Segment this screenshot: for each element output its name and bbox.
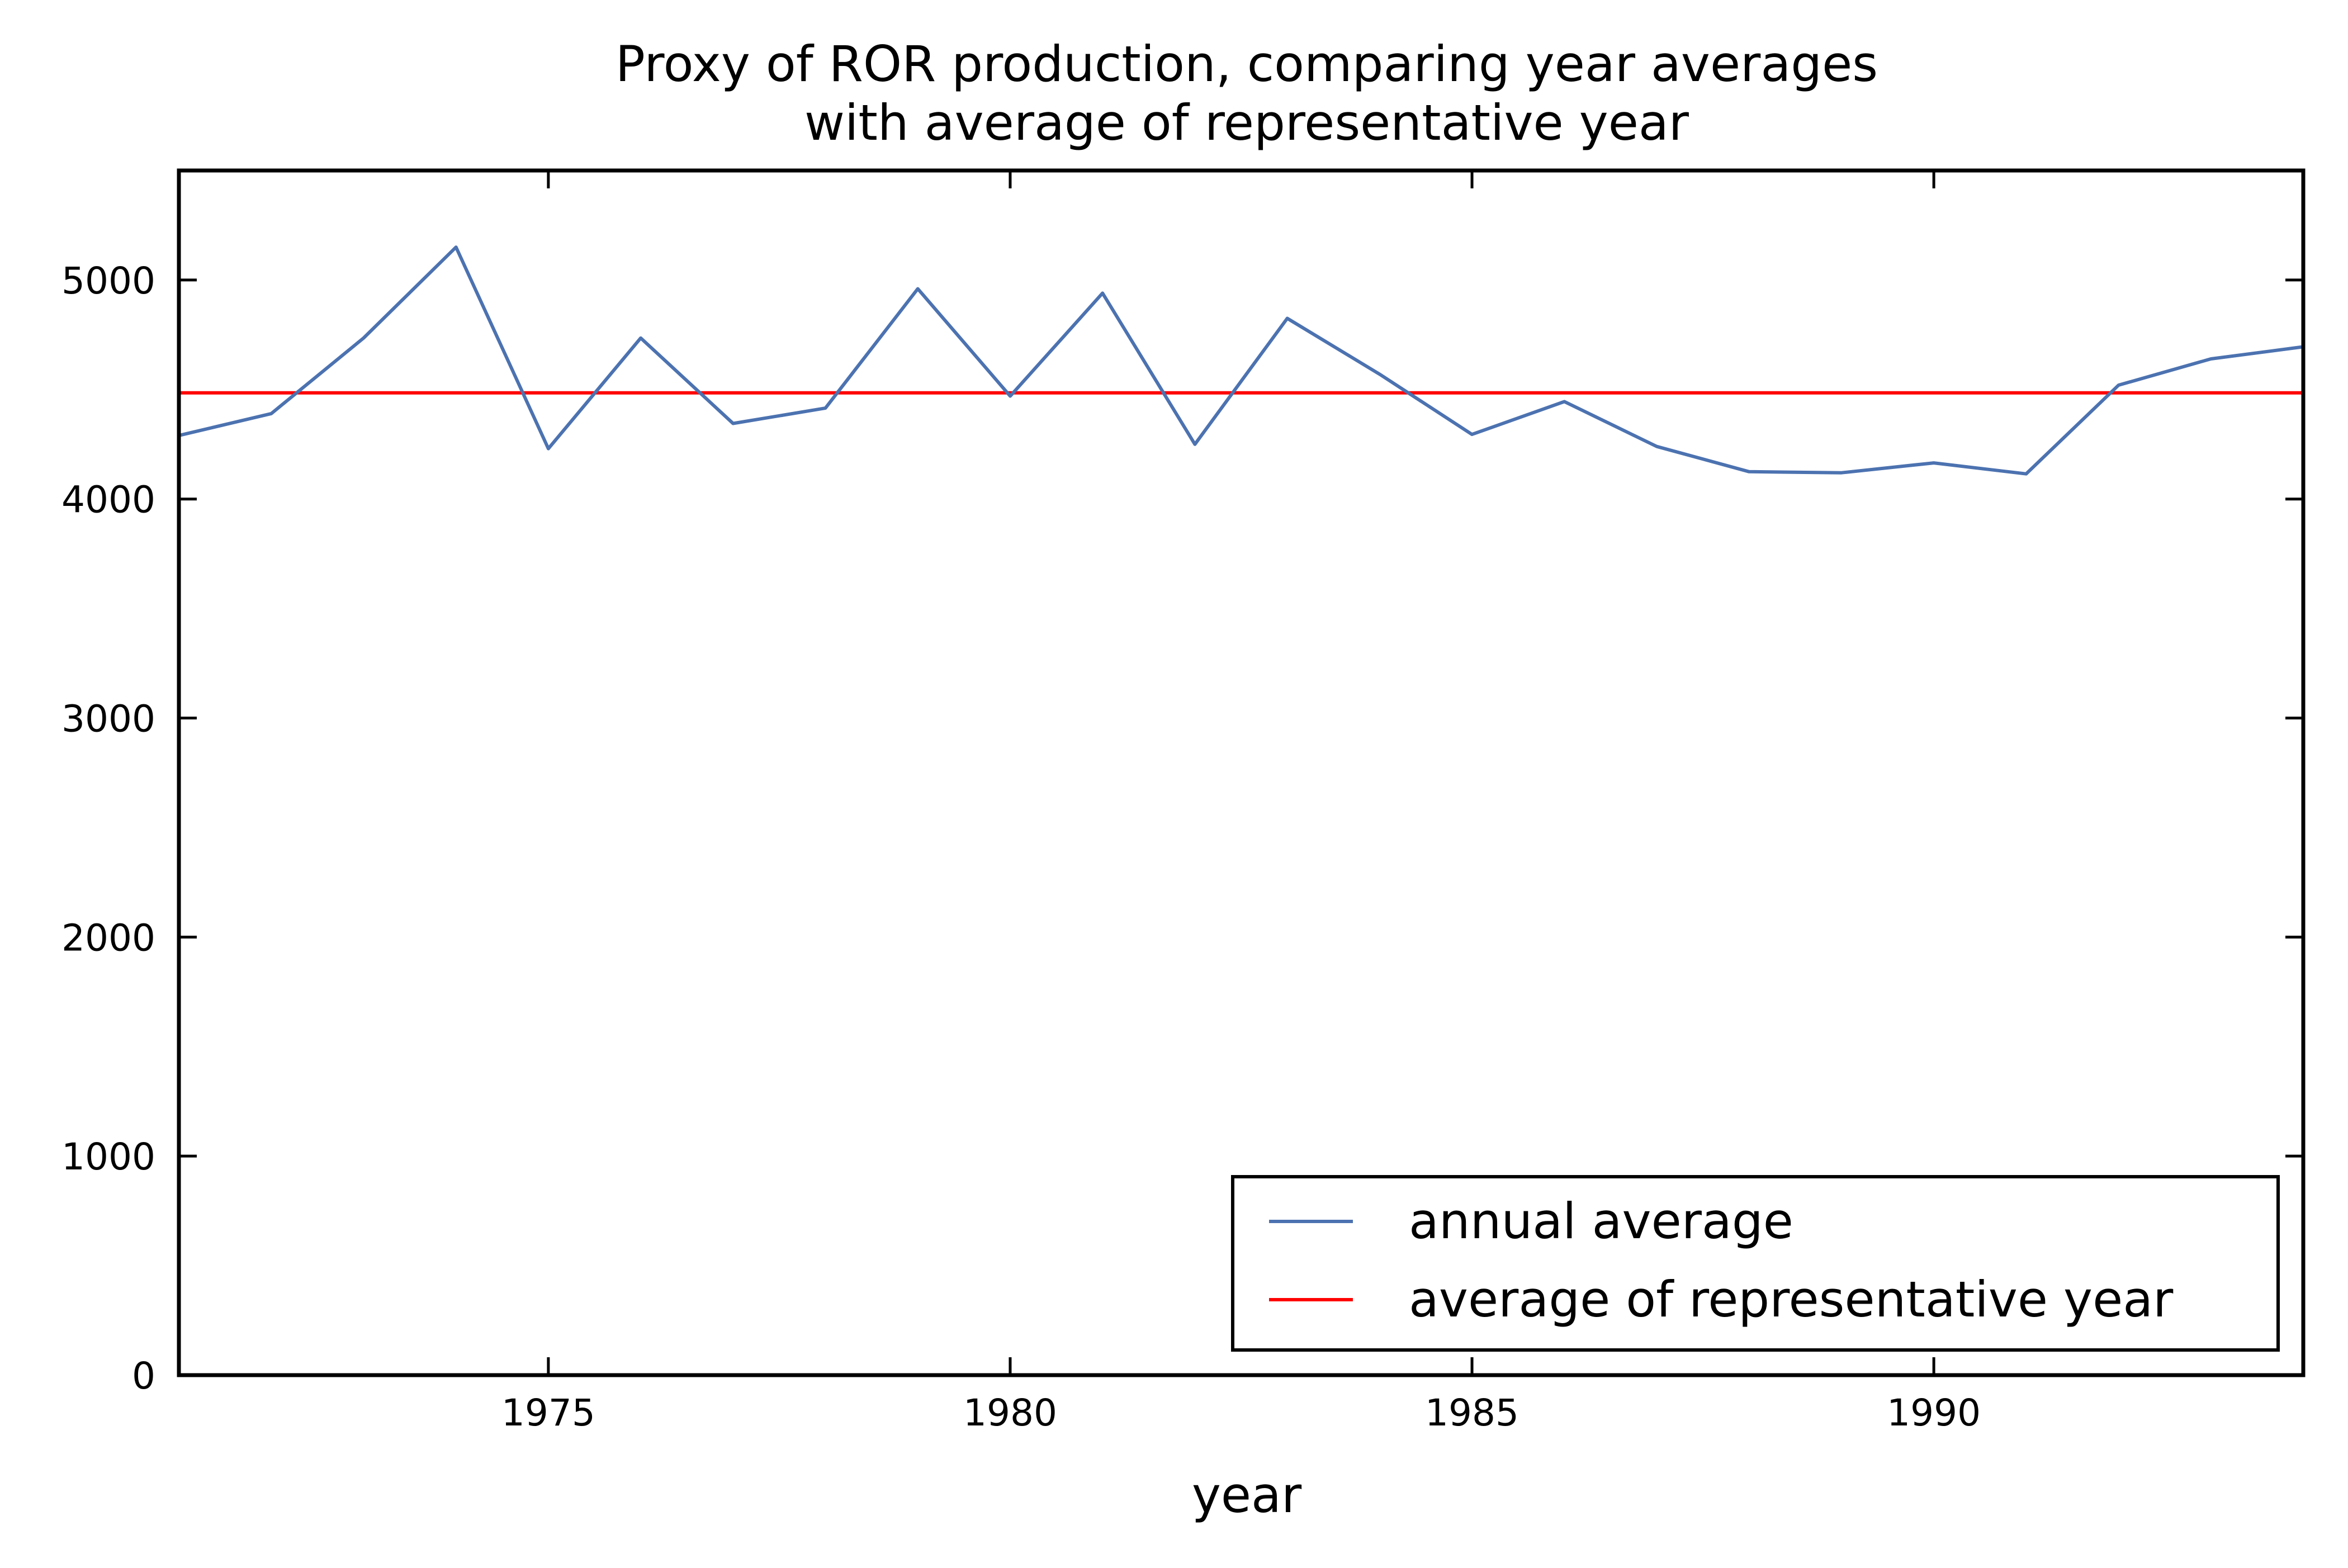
y-tick-label-1000: 1000 [61,1135,155,1178]
annual-average-point-1973 [362,337,364,339]
annual-average-point-1991 [2025,473,2027,475]
annual-average-point-1979 [917,288,919,290]
annual-average-line [178,245,2304,476]
annual-average-point-1978 [825,407,827,409]
plot-frame [177,168,2306,1377]
axis-ticks: 1975 1980 1985 1990 0 1000 2000 3000 4000 5000 [61,170,2303,1434]
annual-average-point-1992 [2118,384,2120,386]
annual-average-point-1977 [732,423,734,425]
annual-average-point-1984 [1379,373,1381,375]
x-tick-label-1975: 1975 [501,1391,595,1434]
annual-average-point-1986 [1563,400,1565,402]
annual-average-point-1980 [1009,395,1011,397]
x-tick-label-1980: 1980 [963,1391,1057,1434]
legend-label-annual-average: annual average [1409,1192,1793,1250]
annual-average-point-1990 [1933,462,1935,464]
annual-average-point-1976 [640,337,642,339]
annual-average-point-1985 [1471,433,1473,435]
legend-label-representative-average: average of representative year [1409,1271,2174,1328]
annual-average-point-1975 [547,448,550,450]
y-tick-label-3000: 3000 [61,698,155,741]
annual-average-point-1974 [455,246,457,248]
series-layer [178,245,2304,476]
y-tick-label-0: 0 [132,1354,155,1398]
y-tick-label-2000: 2000 [61,916,155,959]
x-tick-label-1990: 1990 [1887,1391,1981,1434]
annual-average-point-1989 [1840,472,1843,474]
y-tick-label-5000: 5000 [61,259,155,302]
legend-frame [1231,1175,2280,1352]
chart-title-line-1: Proxy of ROR production, comparing year … [616,35,1878,93]
annual-average-point-1972 [270,413,272,415]
annual-average-point-1982 [1194,443,1196,446]
annual-average-point-1981 [1101,292,1104,294]
x-tick-label-1985: 1985 [1425,1391,1519,1434]
chart-title: Proxy of ROR production, comparing year … [616,35,1878,151]
x-axis-label: year [1192,1466,1302,1524]
annual-average-point-1993 [2210,358,2212,360]
annual-average-point-1983 [1286,317,1289,319]
legend: annual average average of representative… [1231,1175,2280,1352]
annual-average-point-1988 [1748,471,1750,473]
y-tick-label-4000: 4000 [61,479,155,522]
annual-average-point-1987 [1655,446,1658,448]
chart-title-line-2: with average of representative year [804,94,1689,151]
